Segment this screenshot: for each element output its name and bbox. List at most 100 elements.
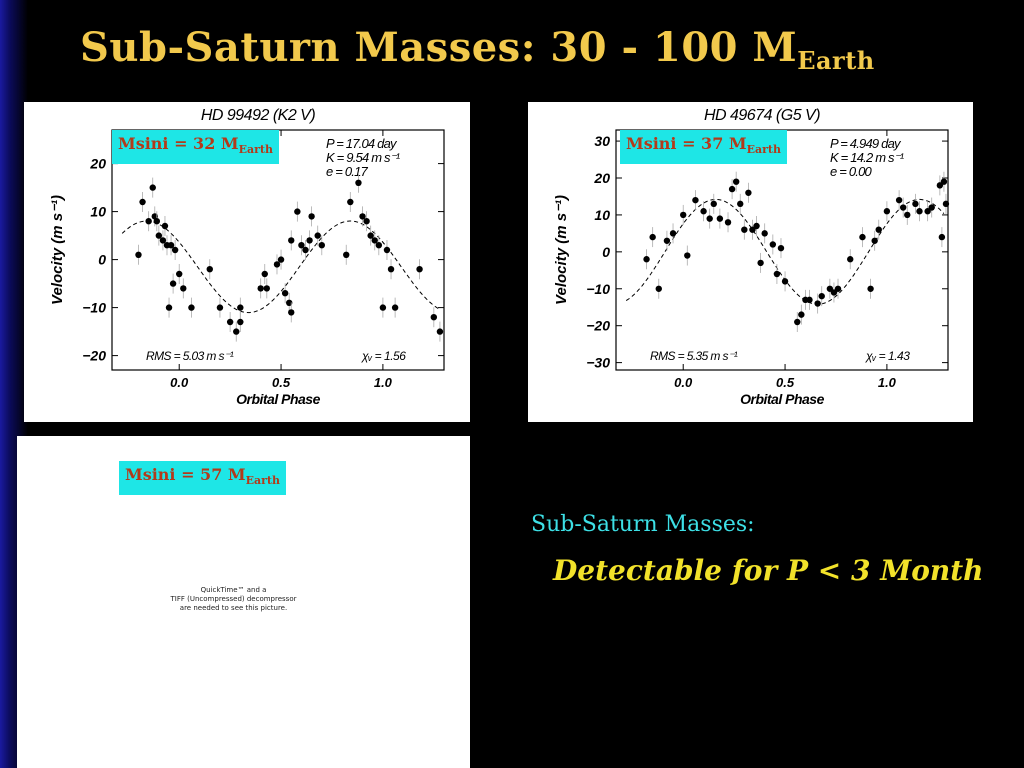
hd99492-data-point	[273, 261, 281, 268]
hd99492-data-point	[180, 285, 187, 292]
hd99492-data-point	[288, 237, 295, 244]
hd49674-data-point	[904, 211, 911, 219]
msini-badge-subscript: Earth	[245, 474, 280, 487]
hd99492-data-point	[391, 304, 399, 311]
hd49674-data-point	[757, 259, 764, 267]
hd99492-data-point	[379, 304, 387, 311]
hd49674-param-label: K = 14.2 m s⁻¹	[830, 150, 905, 165]
hd99492-y-tick-label: 10	[90, 204, 106, 220]
msini-badge-text: Msini = 32 M	[118, 134, 239, 153]
hd49674-data-point	[940, 178, 948, 185]
hd99492-rms-label: RMS = 5.03 m s⁻¹	[146, 349, 234, 363]
hd99492-data-point	[216, 304, 224, 311]
hd99492-param-label: e = 0.17	[326, 164, 369, 179]
hd49674-data-point	[663, 237, 671, 244]
placeholder-line-3: are needed to see this picture.	[179, 604, 288, 612]
hd99492-data-point	[318, 242, 325, 249]
slide-title-main: Sub-Saturn Masses: 30 - 100 M	[80, 24, 798, 71]
hd99492-data-point	[306, 237, 313, 244]
hd49674-data-point	[781, 278, 789, 285]
msini-badge-37: Msini = 37 MEarth	[620, 130, 787, 164]
hd49674-data-point	[716, 215, 724, 222]
hd49674-data-point	[680, 211, 687, 219]
hd49674-data-point	[883, 208, 891, 215]
hd99492-data-point	[167, 242, 175, 249]
hd49674-data-point	[818, 292, 825, 300]
hd49674-data-point	[692, 196, 699, 204]
msini-badge-text: Msini = 57 M	[125, 465, 246, 484]
hd99492-x-axis-label: Orbital Phase	[236, 391, 320, 407]
hd99492-data-point	[371, 237, 378, 244]
hd49674-data-point	[706, 215, 713, 222]
msini-badge-subscript: Earth	[746, 143, 781, 156]
hd49674-data-point	[859, 233, 866, 241]
hd49674-y-axis-label: Velocity (m s⁻¹)	[553, 195, 570, 305]
hd49674-data-point	[745, 189, 752, 196]
hd49674-data-point	[769, 241, 777, 248]
hd49674-data-point	[826, 285, 834, 292]
hd49674-data-point	[669, 230, 677, 237]
placeholder-line-1: QuickTime™ and a	[200, 586, 267, 594]
msini-badge-subscript: Earth	[238, 143, 273, 156]
hd49674-data-point	[710, 200, 717, 208]
hd99492-data-point	[347, 198, 354, 206]
hd49674-data-point	[871, 237, 878, 244]
hd99492-x-tick-label: 1.0	[374, 375, 393, 390]
image-placeholder-panel: Msini = 57 MEarth QuickTime™ and a TIFF …	[17, 436, 470, 768]
hd49674-data-point	[912, 200, 919, 208]
hd49674-data-point	[875, 226, 882, 233]
hd99492-data-point	[171, 246, 179, 254]
hd49674-y-tick-label: 10	[594, 207, 610, 223]
hd99492-data-point	[176, 270, 183, 278]
hd49674-data-point	[728, 185, 736, 193]
hd99492-data-point	[151, 213, 158, 220]
hd99492-y-tick-label: −10	[82, 300, 106, 316]
hd49674-x-tick-label: 1.0	[878, 375, 897, 390]
hd99492-y-axis-label: Velocity (m s⁻¹)	[49, 195, 66, 305]
hd99492-x-tick-label: 0.5	[272, 375, 291, 390]
hd99492-y-tick-label: 0	[98, 252, 106, 268]
hd99492-plot-frame	[111, 129, 445, 371]
hd49674-y-tick-label: 0	[602, 244, 610, 260]
hd99492-x-tick-label: 0.0	[170, 375, 189, 390]
hd49674-data-point	[928, 204, 935, 211]
msini-badge-32: Msini = 32 MEarth	[112, 130, 279, 164]
chart-panel-hd99492: HD 99492 (K2 V) 20 10 0 −10 −20 0.0 0.5 1.0 Orbit…	[24, 102, 470, 422]
hd99492-data-point	[155, 232, 163, 239]
hd49674-data-point	[777, 244, 785, 252]
hd99492-data-point	[387, 266, 395, 273]
hd99492-chi-label: χᵥ = 1.56	[361, 349, 406, 363]
hd99492-data-point	[263, 285, 270, 292]
hd99492-data-point	[165, 304, 173, 311]
hd49674-data-point	[806, 296, 813, 304]
hd49674-data-point	[938, 233, 946, 241]
hd99492-data-point	[416, 266, 423, 273]
hd99492-data-point	[226, 318, 234, 326]
hd49674-data-point	[773, 270, 781, 278]
hd99492-data-point	[145, 218, 152, 225]
hd99492-data-point	[288, 309, 295, 316]
hd99492-data-point	[153, 218, 161, 225]
hd49674-data-point	[649, 233, 656, 241]
hd49674-data-point	[761, 230, 768, 237]
hd49674-param-label: e = 0.00	[830, 164, 873, 179]
quicktime-placeholder-text: QuickTime™ and a TIFF (Uncompressed) dec…	[17, 586, 450, 613]
hd49674-data-point	[899, 204, 907, 211]
hd99492-data-point	[314, 232, 321, 239]
hd49674-data-point	[684, 252, 691, 259]
hd49674-data-point	[936, 182, 944, 189]
hd99492-data-point	[308, 213, 315, 220]
hd99492-data-point	[206, 266, 213, 273]
hd99492-data-point	[430, 314, 438, 321]
hd49674-data-point	[700, 208, 707, 215]
hd49674-data-point	[916, 208, 923, 215]
hd49674-data-point	[867, 285, 874, 292]
hd49674-data-point	[834, 285, 842, 292]
hd99492-data-point	[188, 304, 195, 311]
hd99492-data-point	[149, 184, 156, 191]
side-heading: Sub-Saturn Masses:	[531, 512, 755, 537]
hd49674-data-point	[749, 226, 756, 233]
hd99492-data-point	[294, 208, 301, 215]
hd99492-data-point	[286, 299, 293, 306]
hd99492-data-point	[169, 280, 177, 287]
